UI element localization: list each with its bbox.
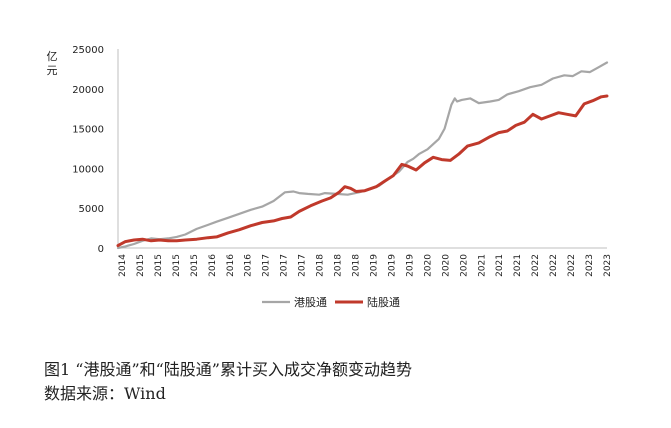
x-tick-label: 2023 bbox=[585, 254, 595, 277]
x-tick-label: 2015 bbox=[190, 254, 200, 277]
x-tick-label: 2014 bbox=[118, 254, 128, 277]
x-tick-label: 2022 bbox=[549, 254, 559, 277]
x-tick-label: 2016 bbox=[226, 254, 236, 277]
legend-label: 港股通 bbox=[294, 296, 327, 309]
x-tick-label: 2021 bbox=[495, 254, 505, 277]
x-tick-label: 2015 bbox=[154, 254, 164, 277]
y-tick-label: 20000 bbox=[72, 85, 104, 96]
x-tick-label: 2019 bbox=[405, 254, 415, 277]
x-tick-label: 2016 bbox=[244, 254, 254, 277]
data-source: 数据来源：Wind bbox=[44, 384, 166, 403]
chart-area: 0 5000 10000 15000 20000 25000 2014 2015 2015 20… bbox=[47, 45, 614, 309]
x-tick-label: 2020 bbox=[423, 254, 433, 277]
y-tick-label: 10000 bbox=[72, 164, 104, 175]
x-tick-label: 2017 bbox=[280, 254, 290, 277]
line-chart: 0 5000 10000 15000 20000 25000 2014 2015 2015 20… bbox=[47, 45, 614, 309]
figure-caption: 图1 “港股通”和“陆股通”累计买入成交净额变动趋势 数据来源：Wind bbox=[44, 358, 412, 406]
y-tick-label: 5000 bbox=[79, 204, 104, 215]
y-tick-label: 25000 bbox=[72, 45, 104, 56]
x-tick-label: 2023 bbox=[603, 254, 613, 277]
x-tick-label: 2021 bbox=[513, 254, 523, 277]
x-tick-label: 2015 bbox=[136, 254, 146, 277]
x-tick-label: 2022 bbox=[531, 254, 541, 277]
series-line-sh-sz-connect bbox=[116, 94, 609, 248]
series-line-hk-connect bbox=[116, 61, 609, 250]
x-tick-label: 2018 bbox=[334, 254, 344, 277]
legend-label: 陆股通 bbox=[367, 295, 400, 309]
y-unit-label: 亿元 bbox=[47, 50, 58, 77]
y-tick-label: 0 bbox=[98, 244, 104, 255]
y-tick-label: 15000 bbox=[72, 125, 104, 136]
x-tick-label: 2021 bbox=[477, 254, 487, 277]
x-tick-label: 2016 bbox=[208, 254, 218, 277]
x-tick-label: 2020 bbox=[441, 254, 451, 277]
x-tick-label: 2018 bbox=[352, 254, 362, 277]
x-tick-label: 2022 bbox=[567, 254, 577, 277]
x-tick-label: 2019 bbox=[369, 254, 379, 277]
figure-title: 图1 “港股通”和“陆股通”累计买入成交净额变动趋势 bbox=[44, 360, 412, 379]
x-tick-label: 2019 bbox=[387, 254, 397, 277]
x-tick-label: 2018 bbox=[316, 254, 326, 277]
x-tick-label: 2017 bbox=[262, 254, 272, 277]
x-tick-label: 2020 bbox=[459, 254, 469, 277]
x-tick-label: 2017 bbox=[298, 254, 308, 277]
x-tick-label: 2015 bbox=[172, 254, 182, 277]
